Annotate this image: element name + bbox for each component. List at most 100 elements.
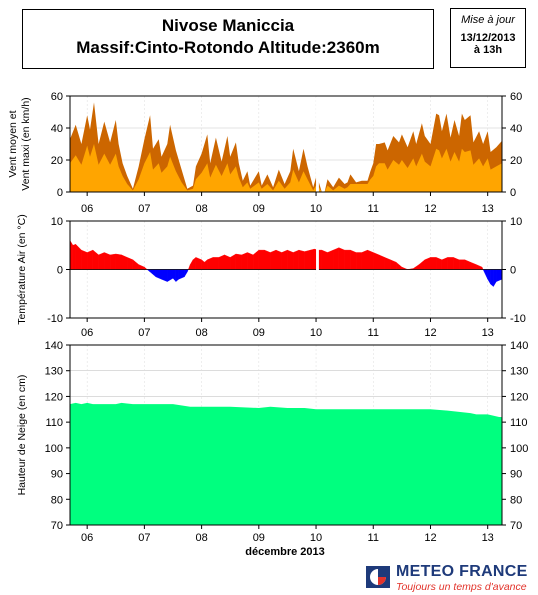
snow-ytick-label-right: 130 [510, 366, 528, 378]
snow-ytick-label-left: 90 [51, 469, 63, 481]
temperature-positive-segment [418, 259, 425, 270]
temperature-positive-segment [252, 249, 259, 270]
wind-ytick-label-right: 40 [510, 123, 522, 135]
temperature-positive-segment [195, 257, 202, 270]
temperature-xtick-label: 10 [310, 327, 322, 339]
update-time: à 13h [473, 44, 503, 56]
wind-xtick-label: 11 [368, 203, 379, 215]
snow-xtick-label: 07 [138, 532, 150, 544]
wind-xtick-label: 07 [138, 203, 150, 215]
snow-ytick-label-left: 80 [51, 494, 63, 506]
temperature-ytick-label-left: 0 [57, 265, 63, 277]
temperature-positive-segment [127, 257, 134, 270]
snow-ytick-label-left: 100 [45, 443, 63, 455]
temperature-negative-segment [172, 269, 177, 283]
temperature-positive-segment [447, 257, 454, 270]
temperature-positive-segment [207, 257, 214, 270]
snow-panel [66, 344, 506, 529]
snow-xtick-label: 08 [195, 532, 207, 544]
title-box: Nivose Maniccia Massif:Cinto-Rotondo Alt… [22, 9, 434, 69]
temperature-negative-segment [167, 269, 174, 282]
temperature-negative-segment [175, 269, 179, 283]
snow-depth-series [70, 402, 502, 525]
temperature-ytick-label-left: -10 [47, 313, 63, 325]
temperature-negative-segment [496, 269, 503, 282]
snow-xtick-label: 11 [368, 532, 379, 544]
temperature-positive-segment [275, 249, 282, 270]
temperature-positive-segment [378, 254, 385, 270]
snow-ytick-label-right: 140 [510, 340, 528, 352]
temperature-negative-segment [149, 269, 156, 278]
temperature-positive-segment [453, 257, 460, 270]
snow-ytick-label-left: 110 [45, 417, 63, 429]
snow-plot-frame [69, 344, 503, 526]
temperature-ytick-label-left: 10 [51, 216, 63, 228]
temperature-positive-segment [109, 253, 116, 270]
temperature-negative-segment [161, 269, 168, 282]
temperature-positive-segment [384, 257, 391, 270]
snow-xtick-label: 10 [310, 532, 322, 544]
temperature-xtick-label: 08 [195, 327, 207, 339]
temperature-positive-segment [87, 249, 94, 270]
temperature-positive-segment [395, 261, 403, 270]
wind-ylabel-line1: Vent moyen et [7, 110, 19, 177]
wind-ytick-label-left: 0 [57, 187, 63, 199]
temperature-positive-segment [333, 247, 340, 270]
temperature-negative-segment [487, 269, 491, 285]
temperature-positive-segment [430, 257, 437, 270]
wind-mean-series [70, 144, 502, 192]
temperature-xtick-label: 06 [81, 327, 93, 339]
wind-ytick-label-right: 20 [510, 155, 522, 167]
temperature-positive-segment [424, 257, 431, 270]
temperature-positive-segment [287, 249, 294, 270]
temperature-negative-segment [490, 269, 494, 287]
temperature-positive-segment [92, 249, 99, 270]
wind-ytick-label-right: 60 [510, 91, 522, 103]
station-details: Massif:Cinto-Rotondo Altitude:2360m [76, 38, 380, 57]
wind-xtick-label: 13 [482, 203, 494, 215]
temperature-xtick-label: 12 [424, 327, 436, 339]
temperature-positive-segment [212, 257, 219, 270]
temperature-positive-segment [204, 259, 208, 270]
temperature-negative-segment [155, 269, 162, 280]
temperature-ytick-label-right: 10 [510, 216, 522, 228]
temperature-positive-segment [104, 252, 111, 270]
snow-xtick-label: 06 [81, 532, 93, 544]
temperature-positive-segment [138, 264, 145, 270]
temperature-positive-segment [298, 249, 305, 270]
wind-xtick-label: 08 [195, 203, 207, 215]
x-axis-label: décembre 2013 [245, 546, 325, 558]
wind-xtick-label: 06 [81, 203, 93, 215]
temperature-positive-segment [258, 249, 265, 270]
temperature-positive-segment [361, 249, 368, 270]
temperature-positive-segment [188, 264, 191, 270]
snow-ytick-label-left: 130 [45, 366, 63, 378]
temperature-positive-segment [373, 252, 380, 270]
meteo-france-logo: METEO FRANCE Toujours un temps d'avance [366, 560, 536, 593]
snow-ytick-label-left: 70 [51, 520, 63, 532]
temperature-positive-segment [230, 253, 237, 270]
snow-ytick-label-left: 140 [45, 340, 63, 352]
update-label: Mise à jour [461, 14, 515, 26]
temperature-positive-segment [81, 249, 88, 270]
temperature-positive-segment [121, 254, 128, 270]
update-box: Mise à jour 13/12/2013 à 13h [450, 8, 526, 68]
wind-xtick-label: 09 [253, 203, 265, 215]
wind-ytick-label-left: 60 [51, 91, 63, 103]
wind-ytick-label-right: 0 [510, 187, 516, 199]
snow-xtick-label: 13 [482, 532, 494, 544]
temperature-positive-segment [190, 259, 194, 270]
temperature-positive-segment [413, 264, 420, 270]
temperature-positive-segment [310, 248, 315, 270]
temperature-positive-segment [441, 257, 448, 270]
temperature-positive-segment [192, 256, 197, 270]
temperature-positive-segment [218, 254, 225, 270]
temperature-negative-segment [482, 269, 488, 280]
temperature-positive-segment [75, 243, 82, 270]
wind-xtick-label: 10 [310, 203, 322, 215]
temperature-positive-segment [98, 252, 105, 270]
wind-panel [66, 95, 506, 196]
temperature-ytick-label-right: -10 [510, 313, 526, 325]
